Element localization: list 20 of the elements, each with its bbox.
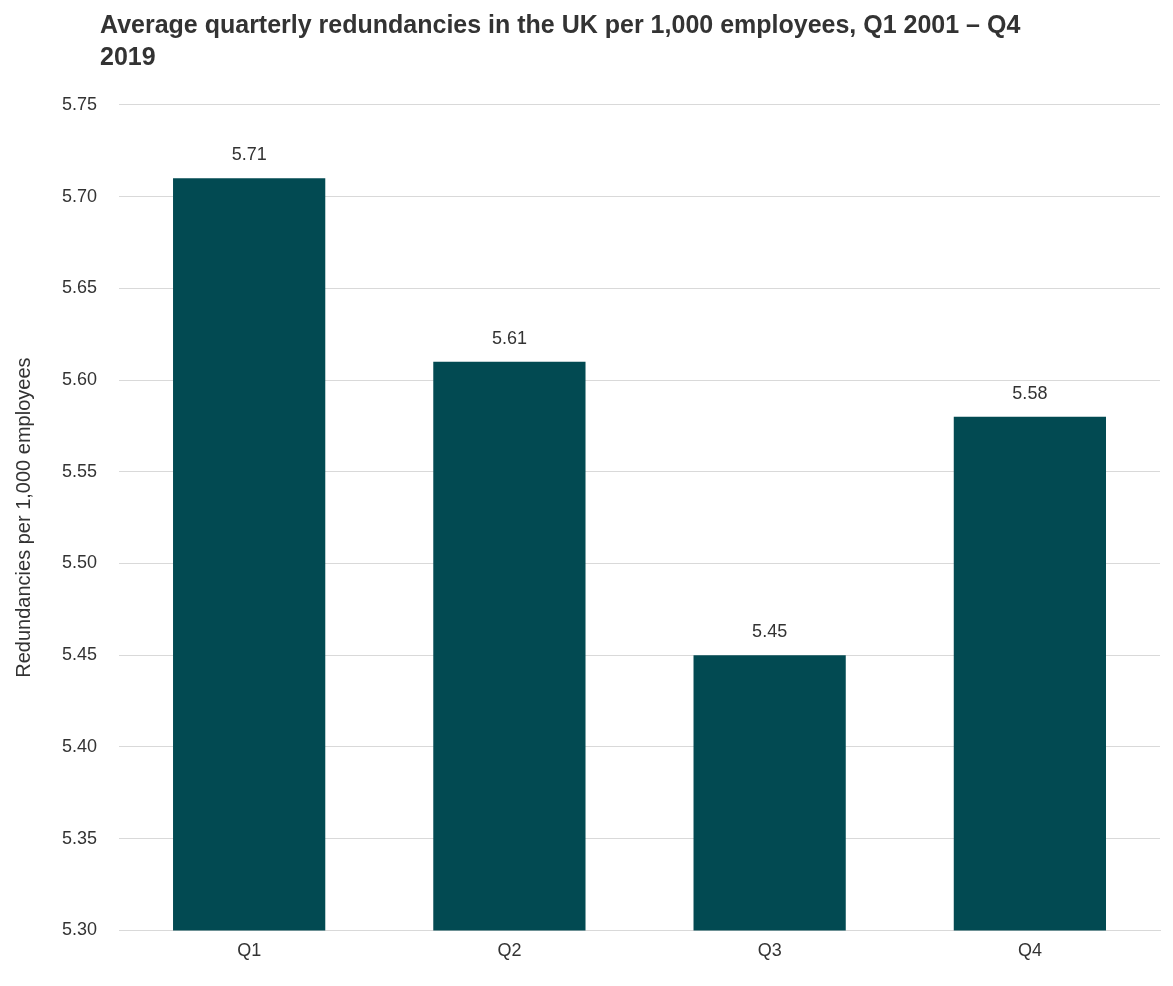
chart-title: Average quarterly redundancies in the UK per 1,000 employees, Q1 2001 – Q4 2019 [100, 9, 1022, 72]
y-tick-label: 5.50 [61, 552, 98, 573]
data-label: 5.58 [1012, 382, 1048, 403]
x-tick-label: Q1 [237, 940, 262, 961]
y-tick-label: 5.60 [61, 368, 98, 389]
y-tick-label: 5.70 [61, 185, 98, 206]
data-label: 5.61 [491, 327, 527, 348]
y-tick-label: 5.35 [61, 827, 98, 848]
x-tick-label: Q4 [1017, 940, 1042, 961]
y-tick-label: 5.45 [61, 644, 98, 665]
y-tick-label: 5.55 [61, 460, 98, 481]
y-tick-label: 5.75 [61, 93, 98, 114]
y-tick-label: 5.40 [61, 735, 98, 756]
x-tick-label: Q2 [497, 940, 522, 961]
y-tick-label: 5.65 [61, 277, 98, 298]
data-label: 5.45 [752, 621, 788, 642]
y-axis-title: Redundancies per 1,000 employees [11, 357, 34, 678]
y-tick-label: 5.30 [61, 919, 98, 940]
x-tick-label: Q3 [757, 940, 782, 961]
data-label: 5.71 [231, 144, 267, 165]
